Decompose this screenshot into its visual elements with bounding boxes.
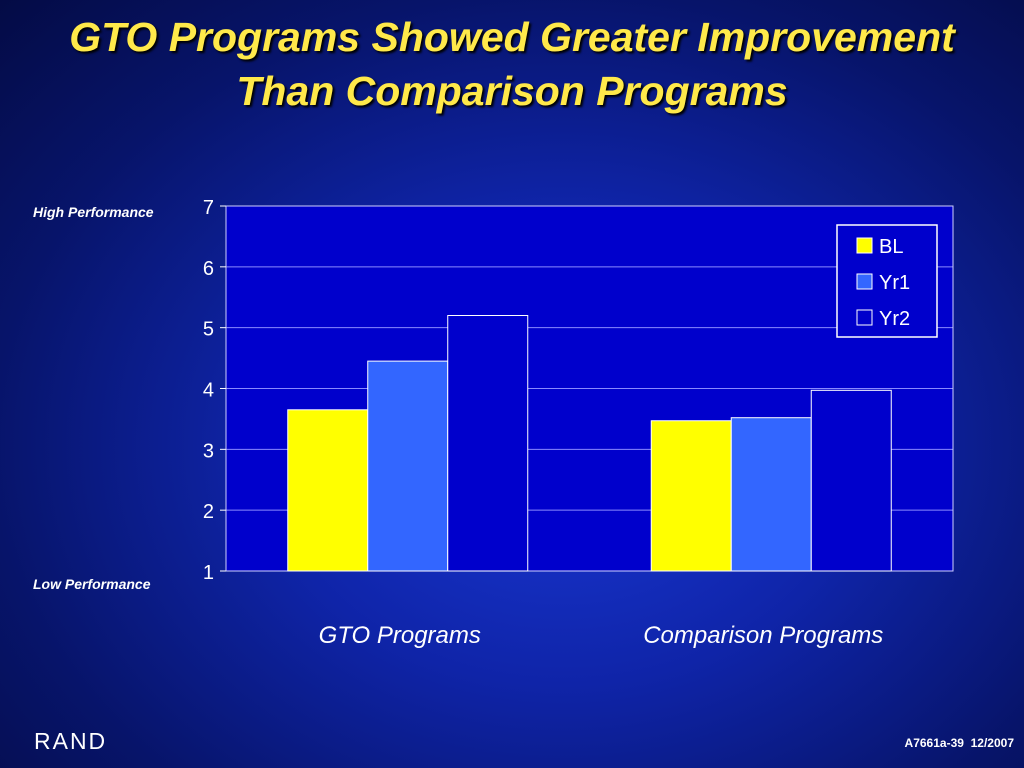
- slide-code-id: A7661a-39: [904, 736, 964, 750]
- legend-label: BL: [879, 236, 903, 258]
- legend-label: Yr1: [879, 272, 910, 294]
- bar: [730, 417, 812, 572]
- bar: [810, 389, 892, 572]
- bar: [650, 420, 732, 572]
- slide-code: A7661a-39 12/2007: [905, 736, 1014, 750]
- y-tick-label: 5: [203, 319, 214, 341]
- legend-label: Yr2: [879, 308, 910, 330]
- title-line-2: Than Comparison Programs: [236, 68, 788, 114]
- legend-swatch: [856, 309, 873, 326]
- y-tick-label: 4: [203, 380, 214, 402]
- title-line-1: GTO Programs Showed Greater Improvement: [69, 14, 955, 60]
- high-performance-label: High Performance: [33, 204, 154, 220]
- y-tick-label: 3: [203, 440, 214, 462]
- bar: [447, 315, 529, 572]
- slide-date: 12/2007: [970, 736, 1014, 750]
- y-tick-label: 6: [203, 258, 214, 280]
- y-tick-label: 1: [203, 562, 214, 584]
- rand-logo: RAND: [34, 728, 108, 754]
- bar: [367, 360, 449, 572]
- category-label: Comparison Programs: [643, 622, 883, 649]
- legend-swatch: [856, 273, 873, 290]
- y-tick-label: 2: [203, 501, 214, 523]
- bar: [287, 409, 369, 572]
- y-tick-label: 7: [203, 197, 214, 219]
- slide-title: GTO Programs Showed Greater Improvement …: [0, 10, 1024, 118]
- legend-box: [836, 224, 938, 338]
- low-performance-label: Low Performance: [33, 576, 151, 592]
- category-label: GTO Programs: [319, 622, 481, 649]
- legend-swatch: [856, 237, 873, 254]
